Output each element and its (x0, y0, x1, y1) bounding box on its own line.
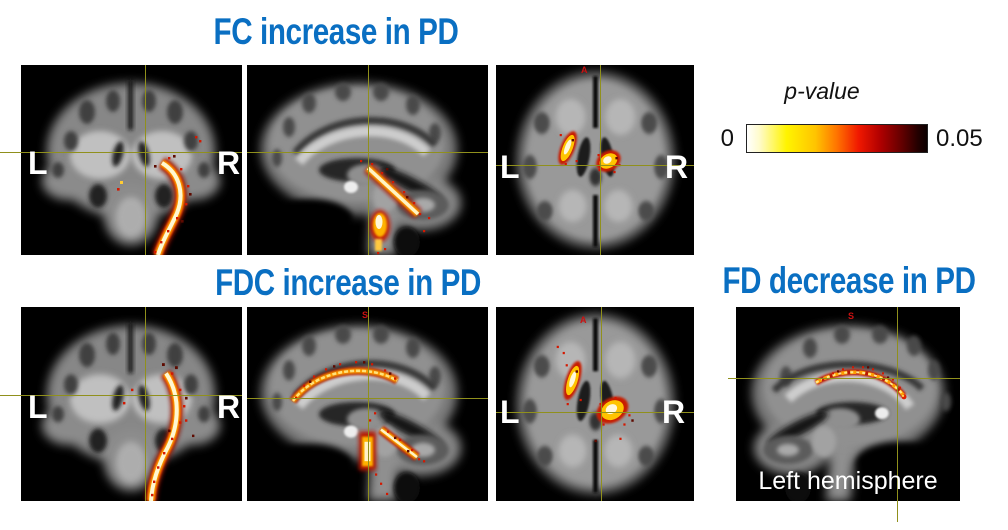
brain-coronal-graphic (21, 307, 242, 501)
brain-coronal-graphic (21, 65, 242, 255)
brain-sagittal-graphic (247, 307, 488, 501)
crosshair-horizontal-line (496, 165, 694, 166)
crosshair-vertical-line (600, 65, 601, 255)
title-fdc-increase: FDC increase in PD (215, 262, 481, 303)
label-right: R (217, 145, 241, 181)
crosshair-horizontal-line (0, 395, 242, 396)
crosshair-horizontal-line (247, 152, 488, 153)
label-right: R (665, 149, 689, 185)
fc-sagittal-heat-cluster (360, 160, 431, 255)
panel-fdc-axial: L R A (496, 307, 694, 501)
title-fd-decrease: FD decrease in PD (722, 260, 976, 301)
brain-axial-graphic (496, 307, 694, 501)
label-left: L (500, 394, 520, 430)
panel-fc-sagittal (247, 65, 488, 255)
brain-sagittal-graphic (247, 65, 488, 255)
colorbar-min-label: 0 (720, 125, 734, 152)
crosshair-vertical-line (368, 65, 369, 255)
panel-fc-axial: L R A (496, 65, 694, 255)
brain-sagittal-mirrored-graphic (736, 307, 960, 501)
fdc-coronal-heat-cluster (123, 363, 195, 501)
crosshair-horizontal-line (247, 398, 488, 399)
crosshair-vertical-line (601, 307, 602, 501)
orientation-marker-superior: S (362, 310, 369, 320)
orientation-marker-superior: S (848, 311, 855, 321)
orientation-marker-anterior: A (581, 65, 588, 75)
crosshair-vertical-line (145, 307, 146, 501)
orientation-marker-anterior: A (580, 315, 587, 325)
fc-axial-heat-cluster (558, 131, 621, 174)
crosshair-horizontal-line (496, 412, 694, 413)
crosshair-vertical-line (145, 65, 146, 255)
fdc-sagittal-heat-cluster (289, 361, 426, 496)
pvalue-colorbar (746, 124, 928, 153)
title-fc-increase: FC increase in PD (213, 11, 459, 52)
panel-fdc-coronal: L R (0, 307, 242, 501)
label-left: L (28, 145, 48, 181)
panel-fdc-sagittal: S (247, 307, 488, 501)
panel-fd-sagittal: S Left hemisphere (728, 307, 960, 522)
fc-coronal-heat-cluster (117, 136, 202, 255)
crosshair-horizontal-line (728, 378, 960, 379)
panel-fc-coronal: L R (0, 65, 242, 255)
pvalue-label: p-value (784, 78, 860, 104)
crosshair-vertical-line (897, 307, 898, 522)
label-right: R (662, 394, 686, 430)
fdc-axial-heat-cluster (556, 345, 634, 443)
crosshair-vertical-line (368, 307, 369, 501)
label-right: R (217, 389, 241, 425)
brain-axial-graphic (496, 65, 694, 255)
crosshair-horizontal-line (0, 152, 242, 153)
hemisphere-caption: Left hemisphere (758, 467, 938, 495)
colorbar-max-label: 0.05 (936, 125, 983, 152)
label-left: L (500, 149, 520, 185)
label-left: L (28, 389, 48, 425)
